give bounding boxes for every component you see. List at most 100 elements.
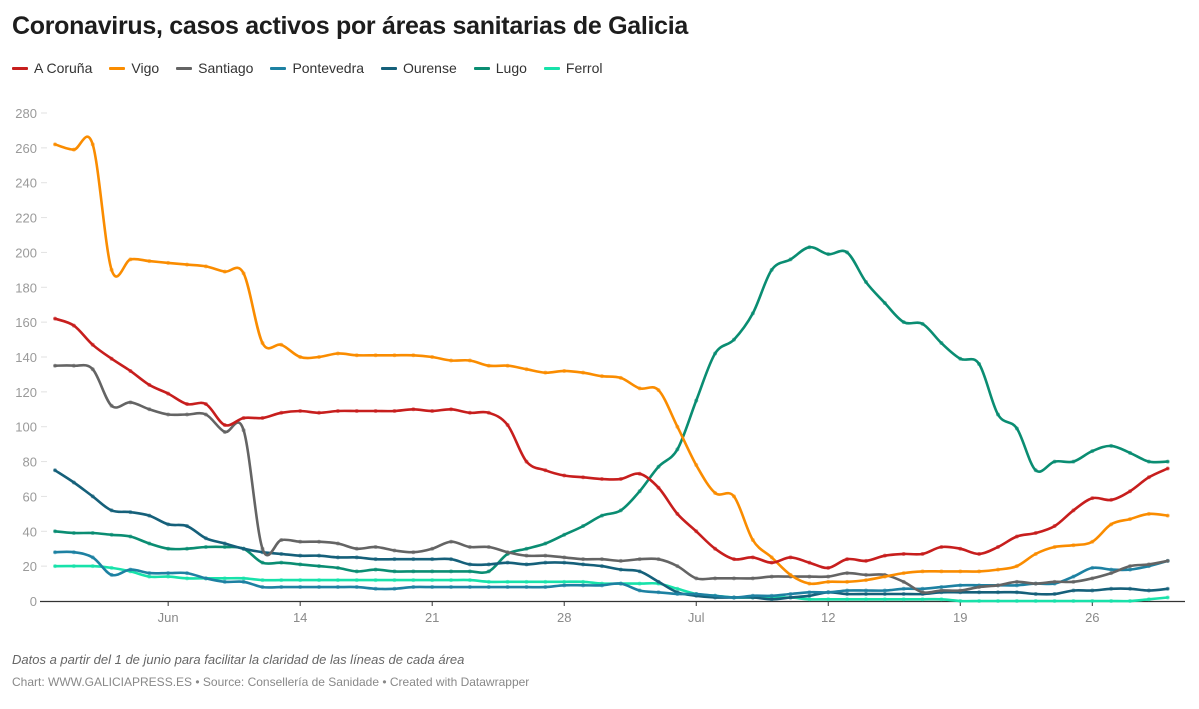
data-point (430, 569, 435, 574)
data-point (373, 409, 378, 414)
data-point (807, 581, 812, 586)
data-point (222, 422, 227, 427)
data-point (147, 513, 152, 518)
data-point (1014, 534, 1019, 539)
data-point (656, 388, 661, 393)
data-point (977, 551, 982, 556)
data-point (109, 572, 114, 577)
data-point (317, 553, 322, 558)
data-point (1128, 517, 1133, 522)
data-point (958, 546, 963, 551)
data-point (996, 544, 1000, 549)
data-point (222, 576, 227, 581)
data-point (1090, 539, 1095, 544)
data-point (486, 562, 491, 567)
data-point (467, 410, 472, 415)
data-point (920, 597, 925, 602)
data-point (166, 574, 171, 579)
data-point (1165, 586, 1170, 591)
y-tick-label: 0 (30, 594, 37, 609)
data-point (185, 412, 190, 417)
data-point (354, 578, 359, 583)
data-point (373, 586, 378, 591)
legend-item: Ferrol (543, 60, 602, 76)
data-point (788, 572, 793, 577)
data-point (1165, 466, 1170, 471)
data-point (1146, 562, 1151, 567)
data-point (505, 363, 510, 368)
data-point (882, 574, 887, 579)
y-axis: 0 20 40 60 80 100 120 140 160 180 200 220 240 260 280 (15, 106, 47, 609)
data-point (675, 564, 680, 569)
data-point (599, 583, 604, 588)
data-point (901, 597, 906, 602)
series-line (53, 317, 1169, 570)
data-point (637, 588, 642, 593)
data-point (90, 564, 95, 569)
data-point (750, 593, 755, 598)
data-point (1146, 459, 1151, 464)
data-point (863, 588, 868, 593)
data-point (467, 544, 472, 549)
data-point (1109, 443, 1114, 448)
data-point (392, 569, 397, 574)
data-point (863, 597, 868, 602)
legend-label: Ourense (403, 60, 457, 76)
data-point (486, 544, 491, 549)
data-point (826, 574, 831, 579)
y-tick-label: 100 (15, 420, 37, 435)
data-point (826, 579, 831, 584)
data-point (977, 585, 982, 590)
data-point (354, 555, 359, 560)
data-point (1128, 564, 1133, 569)
data-point (505, 422, 510, 427)
data-point (1128, 567, 1133, 572)
data-point (599, 477, 604, 481)
x-tick-label: 14 (293, 610, 307, 625)
data-point (109, 403, 114, 408)
data-point (1128, 489, 1133, 494)
data-point (750, 576, 755, 581)
y-tick-label: 240 (15, 176, 37, 191)
data-point (882, 588, 887, 593)
chart-credit: Chart: WWW.GALICIAPRESS.ES • Source: Con… (12, 675, 530, 689)
data-point (53, 316, 57, 321)
data-point (1146, 475, 1151, 480)
data-point (656, 485, 661, 490)
data-point (1052, 524, 1057, 529)
data-point (524, 367, 529, 372)
data-point (411, 569, 416, 574)
data-point (1090, 565, 1095, 570)
data-point (128, 567, 133, 572)
data-point (845, 250, 850, 255)
data-point (373, 567, 378, 572)
data-point (279, 585, 284, 590)
legend-item: Santiago (176, 60, 253, 76)
data-point (1052, 579, 1057, 584)
series-lines (53, 135, 1170, 603)
data-point (354, 569, 359, 574)
data-point (713, 546, 718, 551)
data-point (713, 576, 718, 581)
data-point (128, 257, 133, 262)
data-point (694, 398, 699, 403)
data-point (279, 560, 284, 565)
data-point (486, 585, 491, 590)
data-point (1109, 586, 1114, 591)
data-point (637, 489, 642, 494)
data-point (298, 355, 303, 359)
data-point (467, 358, 472, 363)
data-point (147, 382, 152, 387)
data-point (750, 311, 755, 316)
data-point (260, 585, 265, 590)
data-point (1090, 588, 1095, 593)
data-point (505, 550, 510, 555)
data-point (524, 585, 529, 590)
data-point (449, 407, 454, 412)
data-point (543, 585, 548, 590)
data-point (1109, 571, 1114, 576)
data-point (939, 544, 944, 549)
data-point (543, 553, 548, 558)
data-point (826, 597, 831, 602)
data-point (449, 578, 454, 583)
